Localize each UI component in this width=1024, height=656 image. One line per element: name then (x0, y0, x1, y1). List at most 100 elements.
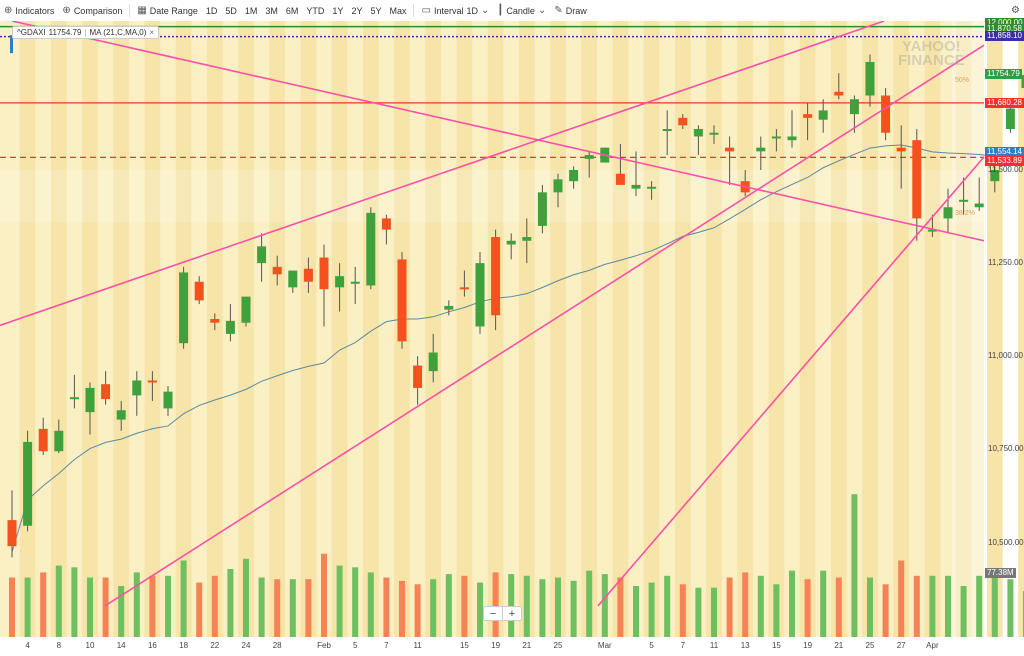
candle-body (85, 387, 95, 413)
volume-bar (149, 575, 156, 637)
date-tick-label: 11 (709, 641, 719, 650)
draw-button[interactable]: ✎ Draw (550, 0, 590, 21)
settings-button[interactable]: ⚙ (1007, 0, 1024, 21)
candle-body (428, 352, 438, 372)
range-1m-button[interactable]: 1M (244, 5, 258, 16)
date-tick-label: 5 (649, 641, 654, 650)
date-tick-label: 25 (865, 641, 875, 650)
yahoo-finance-watermark: YAHOO! FINANCE (898, 39, 965, 69)
chart-type-dropdown[interactable]: ┃ Candle ⌄ (493, 0, 550, 21)
volume-bar (258, 577, 265, 637)
candle-body (709, 132, 719, 135)
volume-bar (820, 570, 827, 637)
volume-bar (227, 569, 234, 637)
candle-body (943, 207, 953, 219)
volume-bar (960, 586, 967, 637)
candle-body (569, 170, 579, 182)
volume-bar (118, 586, 125, 637)
volume-bar (9, 577, 15, 637)
plus-circle-icon: ⊕ (4, 4, 13, 16)
candle-body (303, 268, 313, 282)
selection-marker (10, 35, 13, 54)
chevron-down-icon: ⌄ (480, 4, 490, 16)
day-band (893, 21, 909, 637)
indicators-button[interactable]: ⊕ Indicators (0, 0, 58, 21)
candle-body (163, 391, 173, 409)
trend-line-steep (597, 156, 985, 607)
volume-bar (321, 553, 327, 637)
range-1d-button[interactable]: 1D (205, 5, 218, 16)
day-band (581, 21, 597, 637)
day-band (82, 21, 98, 637)
range-3m-button[interactable]: 3M (265, 5, 278, 16)
day-band (768, 21, 785, 637)
candle-body (444, 305, 454, 310)
range-2y-button[interactable]: 2Y (351, 5, 363, 16)
candle-body (522, 237, 532, 241)
volume-bar (898, 560, 905, 637)
range-1y-button[interactable]: 1Y (332, 5, 344, 16)
volume-bar (87, 577, 93, 637)
date-tick-label: 15 (459, 641, 469, 650)
candle-body (335, 276, 345, 288)
chart-legend[interactable]: ^GDAXI 11754.79 | MA (21,C,MA,0) × (12, 26, 160, 39)
date-range-button[interactable]: ▦ Date Range (133, 0, 202, 21)
interval-dropdown[interactable]: ▭ Interval 1D ⌄ (417, 0, 493, 21)
day-band (144, 21, 161, 637)
zoom-out-button[interactable]: − (489, 607, 497, 620)
toolbar: ⊕ Indicators ⊕ Comparison ▦ Date Range 1… (0, 0, 1024, 22)
volume-tag: 77.38M (985, 568, 1016, 578)
day-band (862, 21, 878, 637)
volume-bar (24, 577, 31, 637)
range-ytd-button[interactable]: YTD (306, 5, 325, 16)
date-tick-label: 21 (522, 641, 532, 650)
day-band (19, 21, 36, 637)
volume-bar (742, 572, 749, 637)
candle-body (475, 263, 485, 327)
candle-body (54, 430, 64, 452)
candle-body (132, 380, 142, 396)
candle-body (662, 129, 672, 132)
candle-body (865, 61, 875, 96)
range-max-button[interactable]: Max (389, 5, 407, 16)
toolbar-divider (413, 4, 415, 17)
date-tick-label: 16 (147, 641, 157, 650)
price-chart[interactable] (0, 21, 1024, 656)
candle-body (647, 186, 657, 189)
date-tick-label: 13 (740, 641, 750, 650)
candle-body (615, 173, 625, 185)
day-band (269, 21, 285, 637)
price-tag-red-dashed: 11,533.89 (985, 156, 1024, 166)
day-band (456, 21, 473, 637)
watermark-line2: FINANCE (898, 52, 965, 69)
candle-body (974, 203, 984, 208)
legend-close-icon[interactable]: × (149, 28, 155, 37)
day-band (643, 21, 660, 637)
range-5y-button[interactable]: 5Y (370, 5, 382, 16)
candle-body (584, 155, 594, 159)
moving-average-line (11, 144, 1024, 553)
date-tick-label: 28 (272, 641, 282, 650)
comparison-button[interactable]: ⊕ Comparison (58, 0, 126, 21)
candle-body (272, 266, 282, 275)
indicators-label: Indicators (15, 5, 55, 16)
gear-icon: ⚙ (1011, 4, 1020, 16)
candle-body (288, 270, 298, 288)
range-5d-button[interactable]: 5D (225, 5, 237, 16)
candle-body (678, 117, 688, 126)
volume-bar (835, 577, 842, 637)
day-band (113, 21, 129, 637)
interval-label: Interval (433, 5, 464, 16)
day-band (706, 21, 722, 637)
candle-body (818, 110, 828, 120)
volume-bar (976, 575, 983, 637)
range-6m-button[interactable]: 6M (285, 5, 299, 16)
volume-bar (1007, 579, 1014, 637)
date-tick-label: 25 (553, 641, 563, 650)
fib-zone (0, 170, 984, 223)
zoom-in-button[interactable]: + (502, 607, 521, 620)
volume-bar (882, 584, 889, 637)
date-tick-label: 5 (352, 641, 358, 650)
volume-bar (695, 587, 702, 637)
day-band (924, 21, 941, 637)
